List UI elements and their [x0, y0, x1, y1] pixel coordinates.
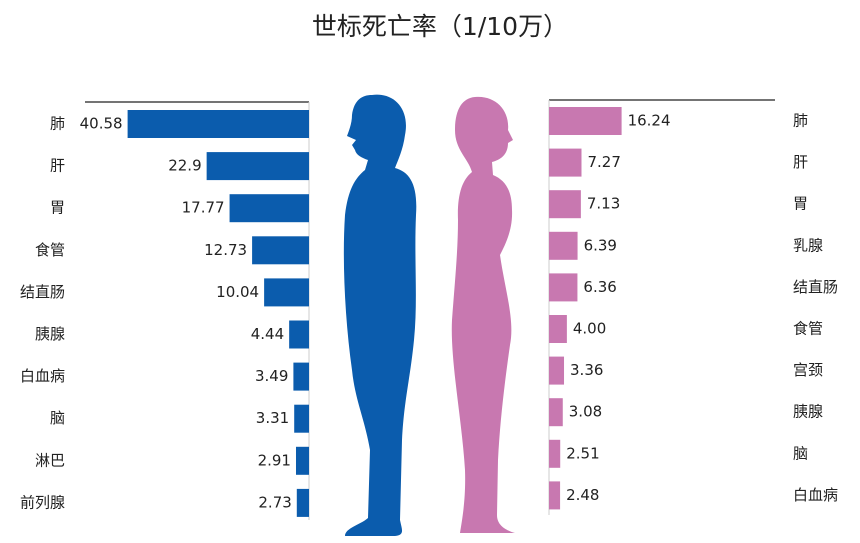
category-label: 白血病	[793, 486, 838, 504]
category-label: 食管	[35, 241, 65, 259]
bar	[549, 190, 581, 219]
value-label: 17.77	[182, 199, 225, 217]
category-label: 乳腺	[793, 236, 823, 254]
bar	[206, 152, 309, 181]
category-label: 食管	[793, 320, 823, 338]
bar	[549, 398, 563, 427]
bar	[549, 356, 565, 385]
bar	[294, 404, 309, 433]
category-label: 脑	[793, 444, 808, 462]
category-label: 脑	[50, 409, 65, 427]
category-label: 胃	[793, 195, 808, 213]
bar	[295, 446, 309, 475]
value-label: 3.36	[570, 361, 603, 379]
category-label: 胃	[50, 199, 65, 217]
bar	[293, 362, 309, 391]
category-label: 肺	[793, 112, 808, 130]
value-label: 4.00	[573, 320, 606, 338]
category-label: 肺	[50, 115, 65, 133]
bar	[296, 488, 309, 517]
bar	[549, 231, 578, 260]
bar	[252, 236, 309, 265]
value-label: 22.9	[168, 157, 201, 175]
category-label: 淋巴	[35, 451, 65, 469]
value-label: 7.27	[587, 153, 620, 171]
bar	[127, 110, 310, 138]
value-label: 2.91	[258, 451, 291, 469]
value-label: 3.08	[569, 403, 602, 421]
category-label: 前列腺	[20, 493, 65, 511]
bar	[549, 148, 582, 177]
category-label: 白血病	[20, 367, 65, 385]
value-label: 16.24	[628, 112, 671, 130]
value-label: 2.48	[566, 486, 599, 504]
bar	[549, 107, 622, 135]
value-label: 6.36	[583, 278, 616, 296]
chart-title: 世标死亡率（1/10万）	[312, 12, 568, 41]
female-silhouette	[451, 96, 515, 533]
bar	[289, 320, 309, 349]
bar	[549, 315, 567, 343]
bar	[549, 273, 578, 302]
category-label: 宫颈	[793, 361, 823, 379]
category-label: 结直肠	[793, 278, 838, 296]
category-label: 胰腺	[793, 403, 823, 421]
male-silhouette	[343, 94, 417, 536]
value-label: 3.31	[256, 409, 289, 427]
category-label: 肝	[793, 153, 808, 171]
category-label: 结直肠	[20, 283, 65, 301]
value-label: 2.51	[566, 444, 599, 462]
bar	[229, 194, 309, 223]
value-label: 10.04	[216, 283, 259, 301]
value-label: 3.49	[255, 367, 288, 385]
category-label: 肝	[50, 157, 65, 175]
value-label: 4.44	[251, 325, 284, 343]
bar	[549, 439, 561, 468]
value-label: 40.58	[80, 115, 123, 133]
value-label: 6.39	[584, 236, 617, 254]
value-label: 7.13	[587, 195, 620, 213]
category-label: 胰腺	[35, 325, 65, 343]
value-label: 12.73	[204, 241, 247, 259]
bar	[264, 278, 309, 307]
value-label: 2.73	[258, 493, 291, 511]
bar	[549, 481, 561, 510]
